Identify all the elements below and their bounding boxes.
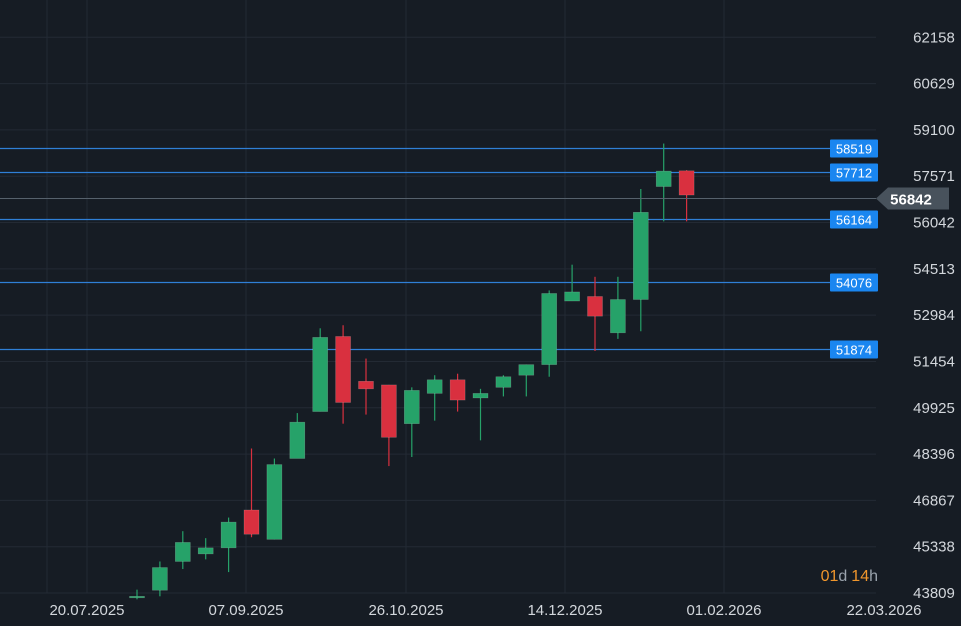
candle-down — [449, 373, 466, 412]
candle-up — [564, 264, 580, 302]
candle-up — [266, 458, 283, 540]
candle-up — [541, 290, 558, 377]
price-axis[interactable]: 43809 45338 46867 48396 49925 51454 52984 54513… — [913, 0, 955, 602]
price-tick-label: 52984 — [913, 307, 955, 324]
current-price-label: 56842 — [890, 192, 932, 209]
current-price-tag — [876, 187, 949, 210]
price-tick-label: 51454 — [913, 353, 955, 370]
price-tick-label: 60629 — [913, 76, 955, 93]
candle-down — [243, 448, 260, 538]
level-label: 54076 — [836, 276, 872, 291]
candle-up — [175, 531, 191, 570]
candle-body — [403, 390, 420, 424]
candle-body — [518, 364, 535, 376]
candle-body — [266, 464, 283, 540]
price-tick-label: 46867 — [913, 492, 955, 509]
candle-down — [335, 325, 351, 424]
candle-body — [381, 384, 397, 438]
candle-up — [610, 276, 626, 339]
candle-up — [495, 375, 512, 397]
level-label-bg — [830, 273, 878, 292]
candle-up — [129, 589, 145, 600]
candle-body — [358, 380, 374, 390]
level-labels: 58519 57712 56164 54076 51874 — [830, 139, 878, 359]
current-price-marker: 56842 — [0, 187, 949, 210]
candle-body — [632, 211, 649, 300]
candle-body — [175, 542, 191, 562]
price-tick-label: 56042 — [913, 215, 955, 232]
candle-down — [587, 276, 603, 351]
level-label: 56164 — [836, 213, 872, 228]
candle-down — [678, 170, 695, 222]
candles — [129, 143, 695, 600]
price-tick-label: 48396 — [913, 446, 955, 463]
candle-up — [632, 188, 649, 332]
candle-down — [358, 358, 374, 415]
countdown-days-value: 01 — [821, 568, 839, 585]
candle-body — [541, 293, 558, 365]
candle-up — [197, 538, 214, 560]
price-tick-label: 43809 — [913, 585, 955, 602]
level-label-bg — [830, 163, 878, 182]
price-tick-label: 63687 — [913, 0, 955, 2]
countdown-days-unit: d — [838, 568, 847, 585]
level-label: 51874 — [836, 343, 872, 358]
countdown-hours-unit: h — [869, 568, 878, 585]
candle-body — [220, 521, 237, 549]
date-tick-label: 26.10.2025 — [368, 602, 443, 619]
candle-body — [426, 379, 443, 394]
candle-up — [655, 143, 672, 222]
date-tick-label: 22.03.2026 — [846, 602, 921, 619]
candle-body — [564, 291, 580, 302]
candle-up — [518, 364, 535, 397]
candle-body — [587, 296, 603, 317]
price-tick-label: 45338 — [913, 539, 955, 556]
price-tick-label: 54513 — [913, 261, 955, 278]
date-tick-label: 14.12.2025 — [527, 602, 602, 619]
date-tick-label: 01.02.2026 — [686, 602, 761, 619]
candle-body — [197, 547, 214, 555]
price-tick-label: 57571 — [913, 168, 955, 185]
candle-body — [152, 567, 168, 591]
date-tick-label: 07.09.2025 — [208, 602, 283, 619]
candle-up — [152, 561, 168, 597]
price-tick-label: 49925 — [913, 400, 955, 417]
candle-up — [312, 328, 329, 412]
price-tick-label: 62158 — [913, 29, 955, 46]
candle-body — [449, 379, 466, 401]
price-tick-label: 59100 — [913, 122, 955, 139]
level-label: 57712 — [836, 166, 872, 181]
candle-body — [655, 170, 672, 187]
candle-up — [220, 517, 237, 573]
candle-body — [312, 337, 329, 412]
level-label: 58519 — [836, 142, 872, 157]
candle-body — [335, 336, 351, 403]
level-label-bg — [830, 139, 878, 158]
grid — [0, 0, 876, 594]
candle-body — [289, 421, 306, 459]
candle-body — [129, 596, 145, 599]
countdown-hours-value: 14 — [851, 568, 869, 585]
candle-up — [426, 375, 443, 421]
candle-body — [610, 299, 626, 334]
candle-body — [678, 170, 695, 196]
level-label-bg — [830, 340, 878, 359]
date-tick-label: 20.07.2025 — [49, 602, 124, 619]
candle-up — [289, 413, 306, 459]
candle-up — [472, 388, 489, 441]
countdown-timer: 01d 14h — [821, 568, 878, 585]
level-label-bg — [830, 210, 878, 229]
candle-body — [472, 393, 489, 399]
candle-body — [243, 509, 260, 535]
candle-up — [403, 387, 420, 457]
candle-body — [495, 376, 512, 388]
time-axis[interactable]: 20.07.2025 07.09.2025 26.10.2025 14.12.2025… — [49, 602, 921, 619]
horizontal-levels[interactable] — [0, 147, 830, 351]
candle-down — [381, 384, 397, 467]
